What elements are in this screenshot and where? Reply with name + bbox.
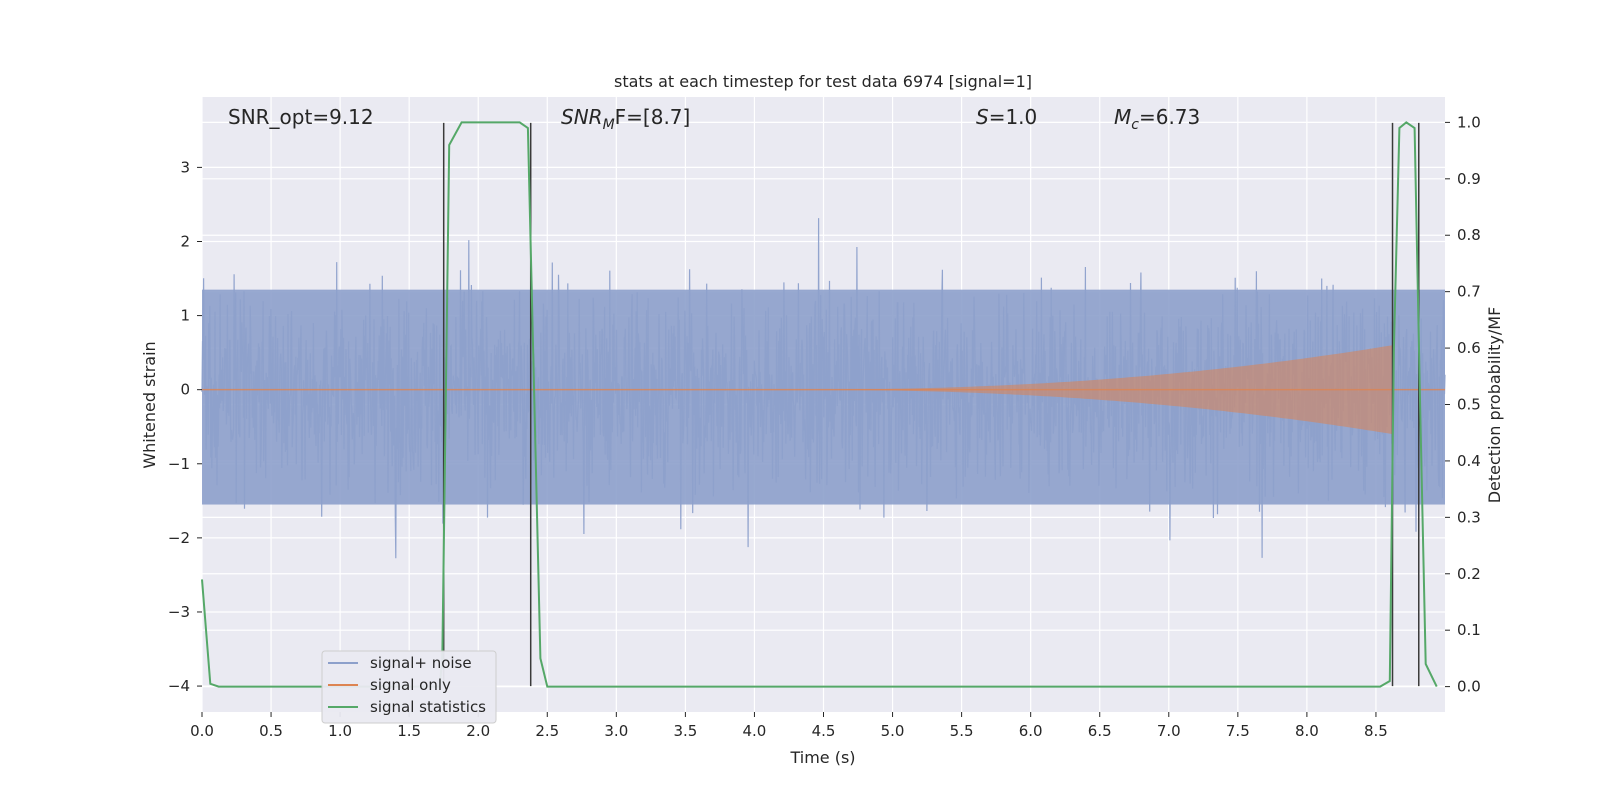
chirp-series	[202, 345, 1445, 435]
legend-box	[321, 650, 497, 724]
x-tick-label: 2.5	[535, 722, 559, 740]
y-right-tick-label: 0.6	[1457, 339, 1481, 357]
annotation-mc-base: M	[1114, 105, 1131, 129]
annotation-s-var: S	[976, 105, 989, 129]
y-right-tick-label: 0.9	[1457, 170, 1481, 188]
y-tick-label: 3	[180, 158, 190, 176]
annotation-mc-rest: =6.73	[1139, 105, 1200, 129]
y-right-tick-label: 0.3	[1457, 508, 1481, 526]
x-tick-label: 1.0	[328, 722, 352, 740]
x-tick-label: 6.0	[1019, 722, 1043, 740]
y-right-tick-label: 0.4	[1457, 452, 1481, 470]
y-right-tick-label: 0.5	[1457, 396, 1481, 414]
x-tick-label: 0.0	[190, 722, 214, 740]
x-tick-label: 1.5	[397, 722, 421, 740]
y-right-tick-label: 0.8	[1457, 226, 1481, 244]
y-tick-label: −4	[168, 677, 190, 695]
x-tick-label: 2.0	[466, 722, 490, 740]
annotation-mc: Mc=6.73	[1114, 105, 1200, 133]
y-tick-label: −2	[168, 529, 190, 547]
x-tick-label: 5.5	[950, 722, 974, 740]
y-tick-labels: 3 2 1 0 −1 −2 −3 −4	[168, 158, 202, 695]
x-tick-label: 7.0	[1157, 722, 1181, 740]
x-tick-label: 5.0	[881, 722, 905, 740]
x-tick-labels: 0.0 0.5 1.0 1.5 2.0 2.5 3.0 3.5 4.0 4.5 5.0 5.5 6.0 6…	[190, 712, 1388, 740]
legend-label-noise: signal+ noise	[370, 654, 472, 672]
annotation-snr-mf-rest: F=[8.7]	[615, 105, 691, 129]
x-tick-label: 4.5	[812, 722, 836, 740]
x-tick-label: 8.5	[1364, 722, 1388, 740]
x-axis-label: Time (s)	[789, 748, 855, 767]
y-tick-label: −3	[168, 603, 190, 621]
y-right-tick-label: 0.2	[1457, 565, 1481, 583]
y-tick-label: 1	[180, 307, 190, 325]
legend-label-statistics: signal statistics	[370, 698, 486, 716]
annotation-s: S=1.0	[976, 105, 1037, 129]
y-right-tick-labels: 1.0 0.9 0.8 0.7 0.6 0.5 0.4 0.3 0.2 0.1 0.0	[1445, 113, 1481, 696]
y-tick-label: 0	[180, 381, 190, 399]
y-axis-label: Whitened strain	[140, 341, 159, 468]
y-right-tick-label: 0.0	[1457, 678, 1481, 696]
annotation-snr-opt: SNR_opt=9.12	[228, 105, 374, 129]
x-tick-label: 7.5	[1226, 722, 1250, 740]
chart-title: stats at each timestep for test data 697…	[614, 72, 1032, 91]
x-tick-label: 3.5	[673, 722, 697, 740]
x-tick-label: 8.0	[1295, 722, 1319, 740]
annotation-mc-sub: c	[1131, 117, 1139, 133]
annotation-s-rest: =1.0	[989, 105, 1038, 129]
signal-chirp	[795, 345, 1393, 435]
y-right-tick-label: 0.7	[1457, 283, 1481, 301]
y-tick-label: 2	[180, 232, 190, 250]
x-tick-label: 4.0	[743, 722, 767, 740]
y-tick-label: −1	[168, 455, 190, 473]
x-tick-label: 6.5	[1088, 722, 1112, 740]
annotation-snr-mf-base: SNR	[561, 105, 603, 129]
annotation-snr-mf: SNRMF=[8.7]	[561, 105, 690, 133]
x-tick-label: 0.5	[259, 722, 283, 740]
y-right-tick-label: 1.0	[1457, 113, 1481, 131]
legend: signal+ noise signal only signal statist…	[321, 650, 497, 724]
legend-label-signal: signal only	[370, 676, 451, 694]
y-right-axis-label: Detection probability/MF	[1485, 307, 1504, 504]
annotation-snr-mf-sub: M	[603, 117, 615, 133]
x-tick-label: 3.0	[604, 722, 628, 740]
y-right-tick-label: 0.1	[1457, 621, 1481, 639]
